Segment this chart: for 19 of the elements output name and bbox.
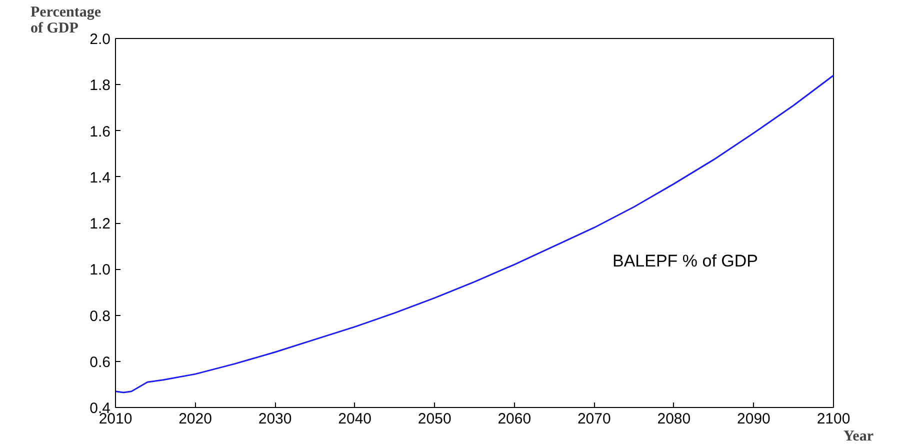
y-tick-label: 1.2 — [90, 216, 111, 232]
y-tick-label: 1.0 — [90, 262, 111, 279]
y-tick-label: 1.4 — [90, 169, 111, 186]
series-label: BALEPF % of GDP — [612, 252, 758, 270]
x-tick-label: 2070 — [577, 410, 611, 428]
x-tick-label: 2040 — [338, 410, 372, 428]
line-series — [116, 74, 834, 394]
x-tick-label: 2060 — [498, 410, 532, 428]
x-axis-title: Year — [844, 428, 874, 444]
x-tick-label: 2080 — [657, 410, 691, 428]
y-tick-label: 1.8 — [90, 77, 111, 94]
y-tick-label: 0.8 — [90, 308, 111, 325]
x-tick-label: 2030 — [258, 410, 292, 428]
x-tick-label: 2050 — [418, 410, 452, 428]
x-tick-label: 2090 — [737, 410, 770, 428]
x-tick-label: 2020 — [178, 410, 212, 428]
y-tick-label: 1.6 — [90, 123, 111, 140]
y-tick-label: 0.6 — [90, 354, 111, 371]
x-tick-label: 2100 — [816, 410, 850, 428]
